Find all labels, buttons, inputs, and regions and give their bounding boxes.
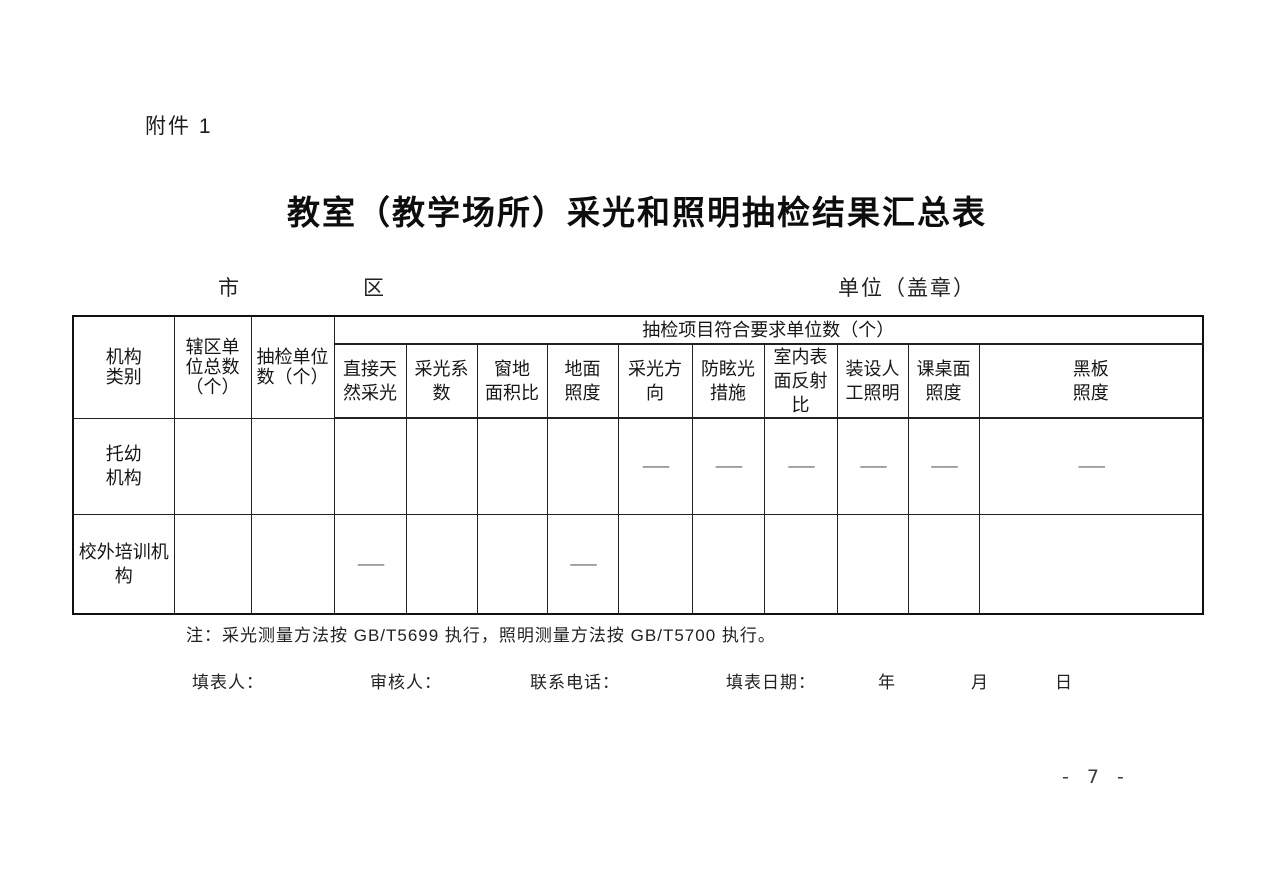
table-cell (173, 417, 252, 515)
table-row-training: 校外培训机 构 —— —— (72, 513, 1204, 615)
district-label: 区 (363, 277, 386, 300)
table-cell (907, 513, 980, 615)
table-cell (978, 513, 1204, 615)
row-label-nursery: 托幼 机构 (72, 417, 175, 515)
col-header-daylight-factor: 采光系 数 (405, 343, 478, 419)
col-header-total-units: 辖区单 位总数 （个） (173, 315, 252, 419)
table-cell-dash: —— (907, 417, 980, 515)
attachment-label: 附件 1 (145, 115, 213, 138)
col-header-qualified-span: 抽检项目符合要求单位数（个） (333, 315, 1204, 345)
city-label: 市 (218, 277, 241, 300)
table-cell (546, 417, 619, 515)
col-header-artificial-lighting: 装设人 工照明 (836, 343, 909, 419)
summary-table: 机构 类别 辖区单 位总数 （个） 抽检单位 数（个） 抽检项目符合要求单位数（… (72, 315, 1205, 615)
table-cell-dash: —— (333, 513, 407, 615)
col-header-direct-daylight: 直接天 然采光 (333, 343, 407, 419)
table-cell (836, 513, 909, 615)
col-header-sampled-units: 抽检单位 数（个） (250, 315, 335, 419)
table-cell (476, 417, 548, 515)
phone-label: 联系电话： (530, 673, 620, 692)
table-cell (250, 513, 335, 615)
table-cell (617, 513, 693, 615)
reviewer-label: 审核人： (370, 673, 442, 692)
table-cell-dash: —— (763, 417, 838, 515)
col-header-floor-illuminance: 地面 照度 (546, 343, 619, 419)
col-header-daylight-direction: 采光方 向 (617, 343, 693, 419)
day-label: 日 (1055, 673, 1073, 692)
date-label: 填表日期： (726, 673, 816, 692)
table-cell-dash: —— (978, 417, 1204, 515)
table-cell-dash: —— (617, 417, 693, 515)
pretable-line: 市 区 单位（盖章） (0, 272, 1274, 302)
col-header-institution: 机构 类别 (72, 315, 175, 419)
col-header-desk-illuminance: 课桌面 照度 (907, 343, 980, 419)
year-label: 年 (878, 673, 896, 692)
table-row-nursery: 托幼 机构 —— —— —— —— —— —— (72, 417, 1204, 515)
month-label: 月 (971, 673, 989, 692)
col-header-blackboard-illuminance: 黑板 照度 (978, 343, 1204, 419)
unit-seal-label: 单位（盖章） (838, 277, 976, 300)
col-header-surface-reflectance: 室内表 面反射 比 (763, 343, 838, 419)
table-cell (476, 513, 548, 615)
col-header-anti-glare: 防眩光 措施 (691, 343, 765, 419)
table-cell (763, 513, 838, 615)
table-cell (250, 417, 335, 515)
table-cell (405, 513, 478, 615)
page-title: 教室（教学场所）采光和照明抽检结果汇总表 (287, 196, 987, 232)
table-cell-dash: —— (691, 417, 765, 515)
table-cell (405, 417, 478, 515)
table-cell (173, 513, 252, 615)
footer-line: 填表人： 审核人： 联系电话： 填表日期： 年 月 日 (0, 668, 1274, 694)
page-number: - 7 - (1062, 766, 1130, 788)
table-cell-dash: —— (836, 417, 909, 515)
table-cell (691, 513, 765, 615)
table-note: 注：采光测量方法按 GB/T5699 执行，照明测量方法按 GB/T5700 执… (186, 626, 776, 645)
preparer-label: 填表人： (192, 673, 264, 692)
row-label-training: 校外培训机 构 (72, 513, 175, 615)
col-header-window-floor-ratio: 窗地 面积比 (476, 343, 548, 419)
table-cell (333, 417, 407, 515)
table-cell-dash: —— (546, 513, 619, 615)
